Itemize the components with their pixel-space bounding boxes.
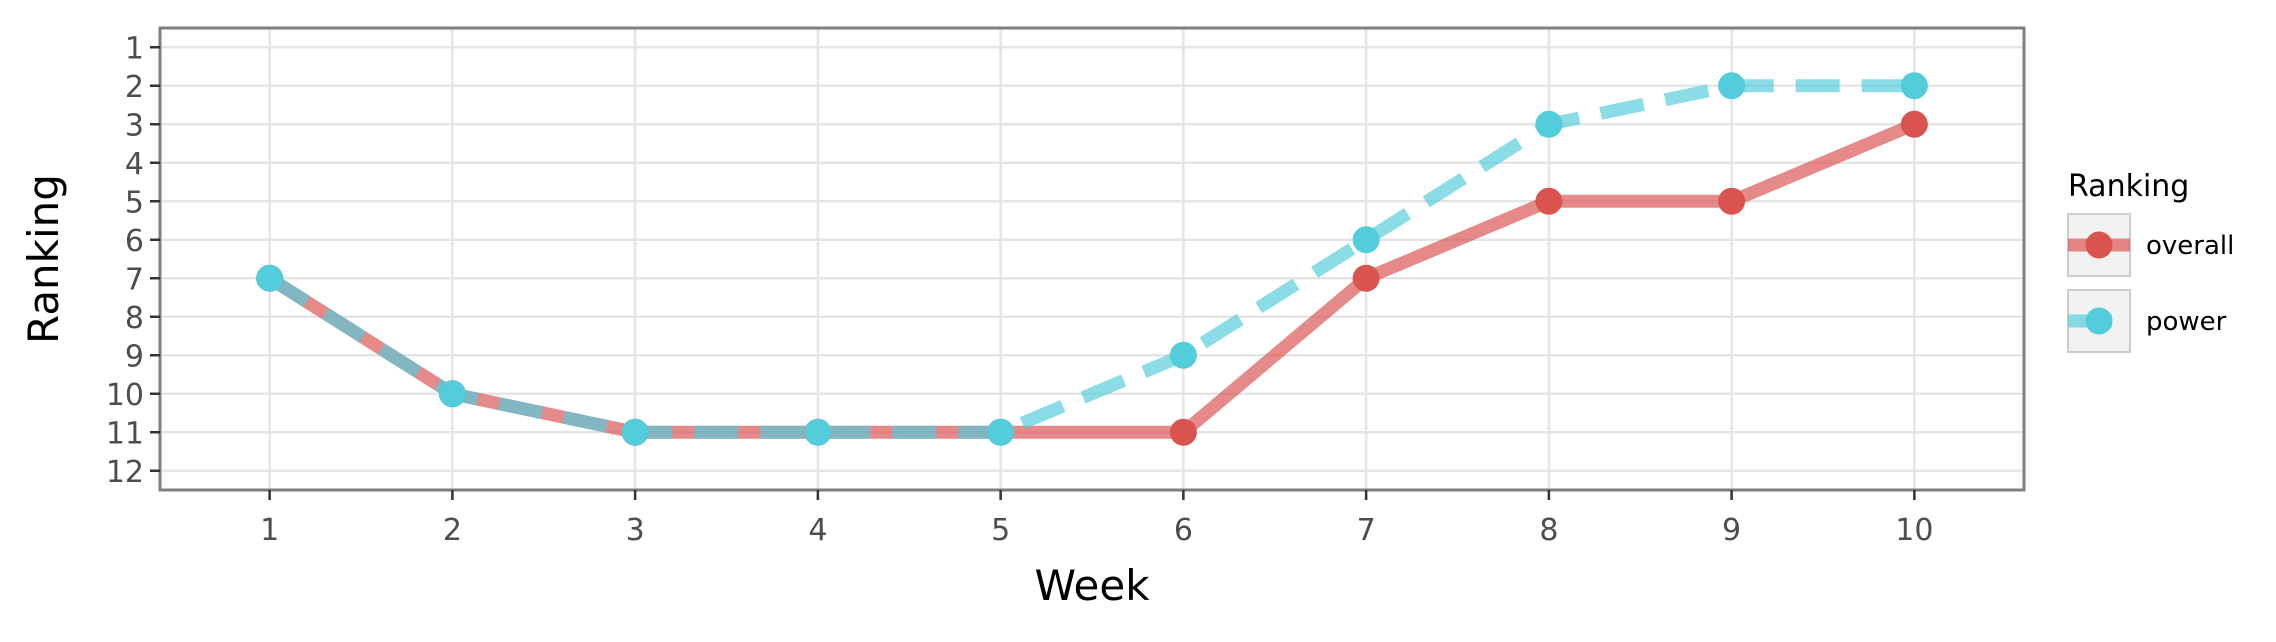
data-point-power bbox=[256, 264, 284, 292]
data-point-power bbox=[438, 380, 466, 408]
data-point-power bbox=[987, 418, 1015, 446]
data-point-overall bbox=[1352, 264, 1380, 292]
x-tick-label: 5 bbox=[991, 513, 1010, 548]
x-tick-label: 7 bbox=[1357, 513, 1376, 548]
x-axis: 1 2 3 4 5 6 7 8 9 10 bbox=[260, 490, 1933, 548]
y-axis-title: Ranking bbox=[19, 174, 68, 344]
y-tick-label: 3 bbox=[125, 108, 144, 143]
series-line-power bbox=[266, 79, 1915, 439]
x-tick-label: 10 bbox=[1895, 513, 1933, 548]
x-axis-title: Week bbox=[1034, 561, 1150, 610]
series-lines bbox=[266, 79, 1917, 439]
legend-items: overall power bbox=[2067, 213, 2234, 353]
data-point-power bbox=[1535, 110, 1563, 138]
x-tick-label: 1 bbox=[260, 513, 279, 548]
x-tick-label: 3 bbox=[626, 513, 645, 548]
y-tick-label: 10 bbox=[106, 378, 144, 413]
x-tick-label: 8 bbox=[1539, 513, 1558, 548]
x-tick-label: 9 bbox=[1722, 513, 1741, 548]
legend-key-box bbox=[2067, 289, 2131, 353]
y-tick-label: 4 bbox=[125, 147, 144, 182]
y-tick-label: 7 bbox=[125, 262, 144, 297]
legend-title: Ranking bbox=[2068, 169, 2189, 204]
y-tick-label: 8 bbox=[125, 301, 144, 336]
data-point-power bbox=[1718, 72, 1746, 100]
data-point-overall bbox=[1718, 187, 1746, 215]
data-point-overall bbox=[1900, 110, 1928, 138]
series-points bbox=[256, 72, 1928, 446]
y-tick-label: 12 bbox=[106, 455, 144, 490]
legend: Ranking overall power bbox=[2067, 169, 2234, 353]
legend-key-point-power bbox=[2085, 307, 2113, 335]
data-point-power bbox=[621, 418, 649, 446]
y-tick-label: 5 bbox=[125, 185, 144, 220]
gridlines bbox=[160, 28, 2024, 490]
y-tick-label: 6 bbox=[125, 224, 144, 259]
y-tick-label: 2 bbox=[125, 70, 144, 105]
x-tick-label: 4 bbox=[808, 513, 827, 548]
data-point-power bbox=[1169, 341, 1197, 369]
data-point-power bbox=[804, 418, 832, 446]
series-line-overall bbox=[266, 118, 1917, 439]
legend-label-overall: overall bbox=[2146, 231, 2234, 261]
x-tick-label: 2 bbox=[443, 513, 462, 548]
y-tick-label: 11 bbox=[106, 416, 144, 451]
y-tick-label: 1 bbox=[125, 31, 144, 66]
data-point-power bbox=[1352, 226, 1380, 254]
y-tick-label: 9 bbox=[125, 339, 144, 374]
data-point-power bbox=[1900, 72, 1928, 100]
data-point-overall bbox=[1169, 418, 1197, 446]
x-tick-label: 6 bbox=[1174, 513, 1193, 548]
legend-key-point-overall bbox=[2085, 231, 2113, 259]
data-point-overall bbox=[1535, 187, 1563, 215]
legend-label-power: power bbox=[2146, 307, 2227, 337]
plot-panel-border bbox=[158, 26, 2026, 492]
